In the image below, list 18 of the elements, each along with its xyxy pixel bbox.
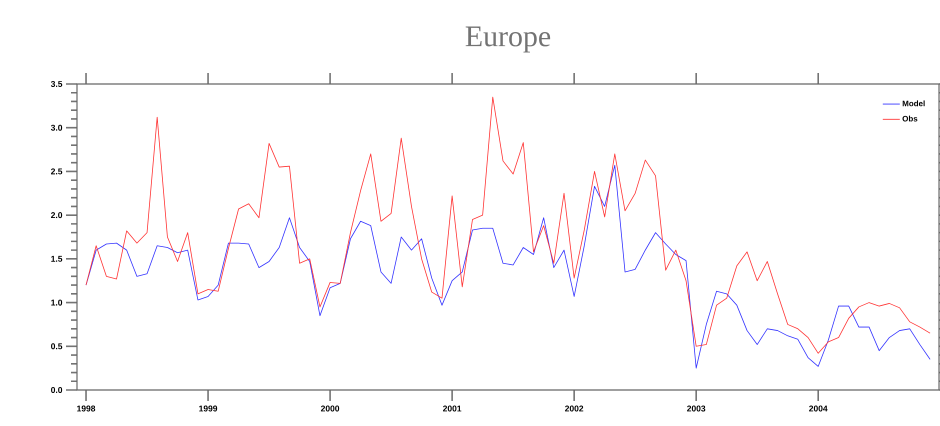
line-series: [86, 96, 931, 354]
y-tick-label: 0.0: [51, 387, 62, 393]
x-tick-label: 2000: [320, 406, 340, 412]
x-tick-label: 1999: [199, 406, 218, 412]
y-tick-label: 0.5: [51, 343, 62, 350]
x-tick-label: 2001: [442, 406, 462, 412]
chart-title: Europe: [466, 26, 550, 52]
x-tick-label: 2002: [565, 406, 584, 412]
y-tick-label: 1.0: [51, 300, 62, 306]
line-series: [86, 164, 931, 369]
y-tick-label: 2.0: [51, 212, 62, 218]
x-tick-label: 2004: [809, 406, 828, 412]
y-tick-label: 1.5: [51, 256, 62, 262]
y-tick-label: 2.5: [51, 168, 62, 174]
y-tick-label: 3.0: [50, 124, 62, 131]
y-tick-label: 3.5: [50, 81, 62, 87]
x-tick-label: 2003: [687, 406, 706, 412]
x-tick-label: 1998: [77, 406, 96, 412]
